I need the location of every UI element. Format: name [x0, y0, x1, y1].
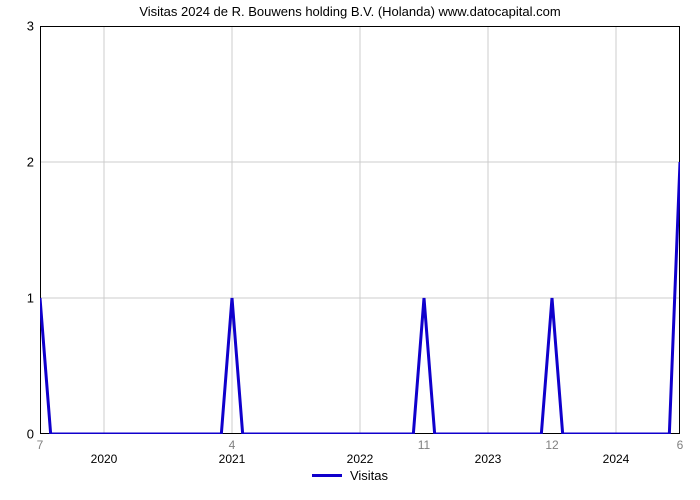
y-tick-label: 3 [27, 19, 34, 34]
x-tick-label: 2020 [91, 452, 118, 466]
callout-label: 12 [545, 438, 558, 452]
legend-swatch [312, 474, 342, 477]
x-tick-label: 2023 [475, 452, 502, 466]
y-tick-label: 1 [27, 291, 34, 306]
y-tick-label: 2 [27, 155, 34, 170]
callout-label: 7 [37, 438, 44, 452]
x-tick-label: 2021 [219, 452, 246, 466]
chart-svg [40, 26, 680, 434]
chart-title: Visitas 2024 de R. Bouwens holding B.V. … [0, 4, 700, 19]
callout-label: 6 [677, 438, 684, 452]
x-tick-label: 2022 [347, 452, 374, 466]
legend-label: Visitas [350, 468, 388, 483]
y-tick-label: 0 [27, 427, 34, 442]
callout-label: 4 [229, 438, 236, 452]
x-tick-label: 2024 [603, 452, 630, 466]
plot-area: 0123202020212022202320247411126 [40, 26, 680, 434]
legend: Visitas [0, 468, 700, 483]
callout-label: 11 [418, 438, 430, 452]
